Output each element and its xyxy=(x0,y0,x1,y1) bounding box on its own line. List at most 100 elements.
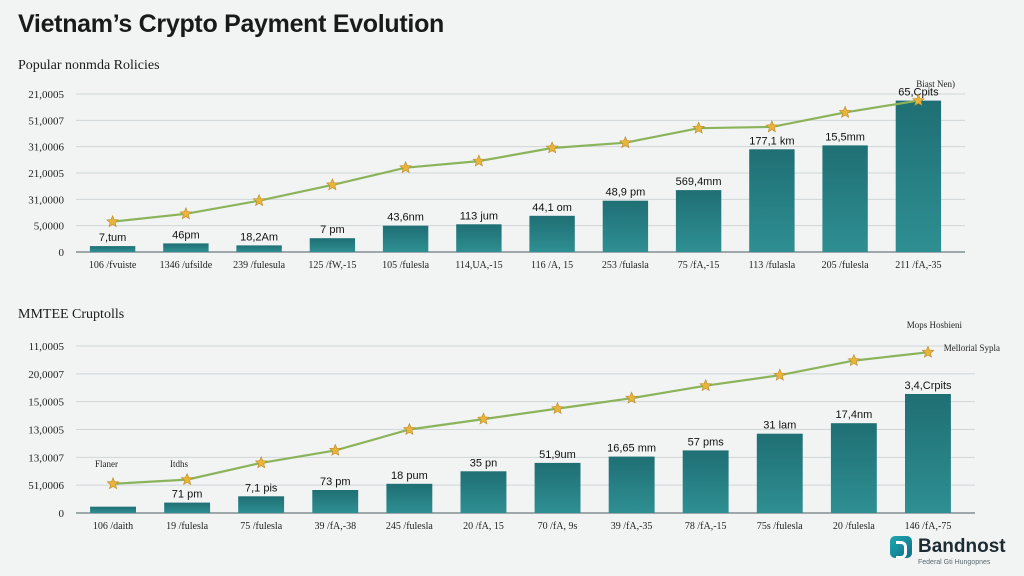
bar-data-label: 18,2Am xyxy=(240,231,278,243)
page-title: Vietnam’s Crypto Payment Evolution xyxy=(18,10,445,38)
y-tick-label: 11,0005 xyxy=(29,341,65,353)
bar-data-label: 7 pm xyxy=(320,224,344,236)
bar xyxy=(905,394,951,513)
bar xyxy=(675,190,722,252)
bar-data-label: 16,65 mm xyxy=(607,443,656,455)
x-tick-label: 116 /A, 15 xyxy=(531,260,573,271)
bar-data-label: 44,1 om xyxy=(532,202,572,214)
x-tick-label: 114,UA,-15 xyxy=(455,260,502,271)
trend-line xyxy=(112,351,929,485)
x-tick-label: 75 /fulesla xyxy=(240,521,282,532)
x-tick-label: 205 /fulesla xyxy=(822,260,869,271)
chart-2-title: MMTEE Cruptolls xyxy=(18,307,125,322)
trend-point-star xyxy=(765,120,779,133)
x-tick-label: 20 /fulesla xyxy=(833,521,875,532)
bar xyxy=(456,224,502,252)
bar xyxy=(529,215,575,252)
bar-data-label: 71 pm xyxy=(172,489,203,501)
bar-data-label: 18 pum xyxy=(391,470,428,482)
bar-data-label: 48,9 pm xyxy=(606,187,646,199)
brand-logo: Bandnost Federal Gti Hungopnes xyxy=(890,536,1006,567)
trend-point-star xyxy=(254,456,268,469)
bar-data-label: 31 lam xyxy=(763,420,796,432)
y-tick-label: 15,0005 xyxy=(28,397,64,409)
brand-name: Bandnost xyxy=(918,536,1006,557)
y-tick-label: 13,0007 xyxy=(28,452,64,464)
y-tick-label: 31,0000 xyxy=(28,194,64,206)
y-tick-label: 0 xyxy=(59,247,65,259)
x-tick-label: 253 /fulasla xyxy=(602,260,649,271)
bar xyxy=(608,456,655,513)
bar xyxy=(749,149,795,252)
trend-point-star xyxy=(625,391,639,404)
x-tick-label: 19 /fulesla xyxy=(166,521,208,532)
bar xyxy=(382,225,429,252)
trend-point-star xyxy=(921,345,935,358)
trend-point-star xyxy=(179,207,193,220)
x-tick-label: 239 /fulesula xyxy=(233,260,285,271)
trend-point-star xyxy=(838,105,852,118)
chart-annotation: Mops Hosbieni xyxy=(907,320,963,330)
bar-data-label: 43,6nm xyxy=(387,212,424,224)
bar-data-label: 65,Cpits xyxy=(898,87,939,99)
bar xyxy=(309,238,356,252)
trend-point-star xyxy=(699,378,713,392)
bar-data-label: 7,1 pis xyxy=(245,482,278,494)
bar-data-label: 17,4nm xyxy=(836,409,873,421)
trend-line xyxy=(112,99,919,223)
x-tick-label: 146 /fA,-75 xyxy=(905,521,952,532)
x-tick-label: 105 /fulesla xyxy=(382,260,429,271)
bar xyxy=(682,450,729,513)
y-tick-label: 31,0006 xyxy=(28,142,64,154)
x-tick-label: 106 /daith xyxy=(93,521,133,532)
chart-1-title: Popular nonmda Rolicies xyxy=(18,58,160,73)
bar xyxy=(830,423,877,513)
bar xyxy=(163,243,209,252)
x-tick-label: 113 /fulasla xyxy=(749,260,796,271)
trend-point-star xyxy=(402,422,416,436)
bar xyxy=(756,433,803,513)
x-tick-label: 20 /fA, 15 xyxy=(463,521,504,532)
trend-point-star xyxy=(847,353,861,367)
trend-point-star xyxy=(472,154,486,167)
bar-data-label: 7,tum xyxy=(99,232,127,244)
x-tick-label: 75 /fA,-15 xyxy=(678,260,720,271)
trend-point-star xyxy=(692,121,706,134)
bar xyxy=(312,490,359,513)
bar-data-label: 35 pn xyxy=(470,457,498,469)
bar xyxy=(534,462,581,513)
y-tick-label: 0 xyxy=(59,508,65,520)
bar xyxy=(386,483,433,513)
x-tick-label: 75s /fulesla xyxy=(757,521,803,532)
bar-data-label: 51,9um xyxy=(539,449,576,461)
bar xyxy=(895,100,942,252)
chart-annotation: Itdhs xyxy=(170,459,188,469)
chart-annotation: Mellorial Sypla xyxy=(944,343,1000,353)
trend-point-star xyxy=(911,93,925,107)
bar xyxy=(89,246,136,252)
bar xyxy=(90,506,136,513)
brand-logo-icon xyxy=(890,536,912,559)
bar-data-label: 46pm xyxy=(172,229,200,241)
bar xyxy=(238,496,285,513)
x-tick-label: 78 /fA,-15 xyxy=(685,521,727,532)
trend-point-star xyxy=(545,141,559,154)
y-tick-label: 21,0005 xyxy=(28,89,64,101)
bar xyxy=(602,200,649,252)
x-tick-label: 106 /fvuiste xyxy=(89,260,137,271)
trend-point-star xyxy=(773,368,787,381)
bar-data-label: 177,1 km xyxy=(749,135,794,147)
trend-point-star xyxy=(399,160,413,174)
chart-2: 0 51,0006 13,0007 13,0005 15,0005 20,0007 11,0… xyxy=(28,320,1000,532)
y-tick-label: 5,0000 xyxy=(34,221,65,233)
y-tick-label: 21,0005 xyxy=(28,168,64,180)
x-tick-label: 245 /fulesla xyxy=(386,521,433,532)
bar-data-label: 73 pm xyxy=(320,476,351,488)
trend-point-star xyxy=(106,477,120,490)
y-tick-label: 51,0006 xyxy=(28,480,64,492)
trend-point-star xyxy=(252,193,266,207)
x-tick-label: 1346 /ufsilde xyxy=(160,260,213,271)
x-tick-label: 211 /fA,-35 xyxy=(895,260,941,271)
y-tick-label: 20,0007 xyxy=(28,369,64,381)
y-tick-label: 13,0005 xyxy=(28,425,64,437)
